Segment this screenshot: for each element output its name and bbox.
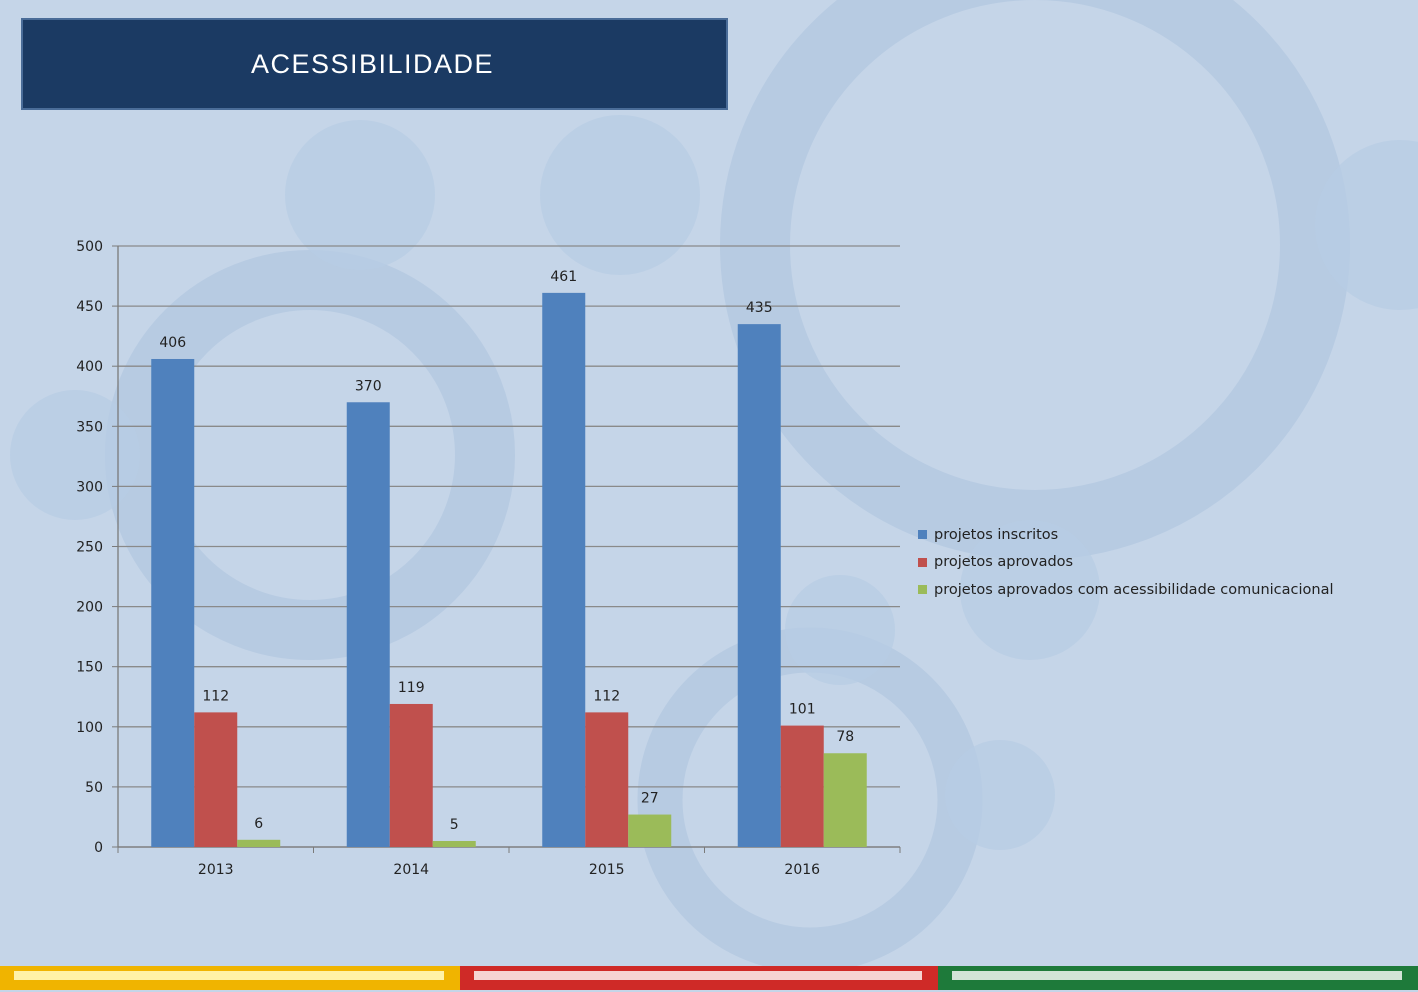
y-tick-label: 300: [76, 479, 103, 495]
y-tick-label: 200: [76, 600, 103, 616]
y-tick-label: 500: [76, 239, 103, 255]
legend-label-inscritos: projetos inscritos: [934, 526, 1059, 543]
bar: [151, 358, 195, 847]
bar: [432, 840, 476, 847]
bar: [737, 324, 781, 847]
x-tick-label: 2016: [784, 862, 820, 878]
title-banner: ACESSIBILIDADE: [21, 18, 728, 110]
data-label: 119: [398, 680, 425, 696]
data-label: 5: [450, 817, 459, 833]
legend-item: projetos aprovados com acessibilidade co…: [918, 576, 1334, 604]
y-tick-label: 0: [94, 840, 103, 856]
footer-highlight: [952, 971, 1402, 980]
data-label: 461: [550, 269, 577, 285]
footer-highlight: [474, 971, 922, 980]
y-tick-label: 250: [76, 540, 103, 556]
bar: [628, 814, 672, 847]
bar: [780, 725, 824, 847]
data-label: 370: [355, 378, 382, 394]
y-tick-label: 350: [76, 419, 103, 435]
bar: [585, 712, 629, 847]
chart-legend: projetos inscritos projetos aprovados pr…: [918, 521, 1334, 604]
legend-item: projetos aprovados: [918, 549, 1334, 577]
data-label: 112: [202, 688, 229, 704]
bar: [823, 753, 867, 847]
legend-label-aprovados: projetos aprovados: [934, 554, 1074, 571]
bar: [194, 712, 238, 847]
data-label: 78: [836, 729, 854, 745]
legend-label-acessibilidade: projetos aprovados com acessibilidade co…: [934, 581, 1334, 598]
bar: [542, 292, 586, 847]
legend-swatch-aprovados: [918, 557, 927, 567]
legend-swatch-acessibilidade: [918, 585, 927, 595]
page-title: ACESSIBILIDADE: [250, 48, 495, 79]
data-label: 406: [159, 335, 186, 351]
legend-swatch-inscritos: [918, 530, 927, 540]
y-tick-label: 100: [76, 720, 103, 736]
bar: [389, 703, 433, 847]
legend-item: projetos inscritos: [918, 521, 1334, 549]
x-tick-label: 2014: [393, 862, 429, 878]
bar: [346, 402, 390, 847]
y-tick-label: 450: [76, 299, 103, 315]
data-label: 101: [789, 702, 816, 718]
y-tick-label: 150: [76, 660, 103, 676]
x-tick-label: 2015: [589, 862, 625, 878]
data-label: 112: [593, 688, 620, 704]
data-label: 27: [641, 791, 659, 807]
bar: [237, 839, 281, 847]
y-tick-label: 400: [76, 359, 103, 375]
footer-highlight: [14, 971, 444, 980]
y-tick-label: 50: [85, 780, 103, 796]
data-label: 435: [746, 300, 773, 316]
footer-stripe: [0, 966, 1418, 990]
x-tick-label: 2013: [198, 862, 234, 878]
data-label: 6: [254, 816, 263, 832]
